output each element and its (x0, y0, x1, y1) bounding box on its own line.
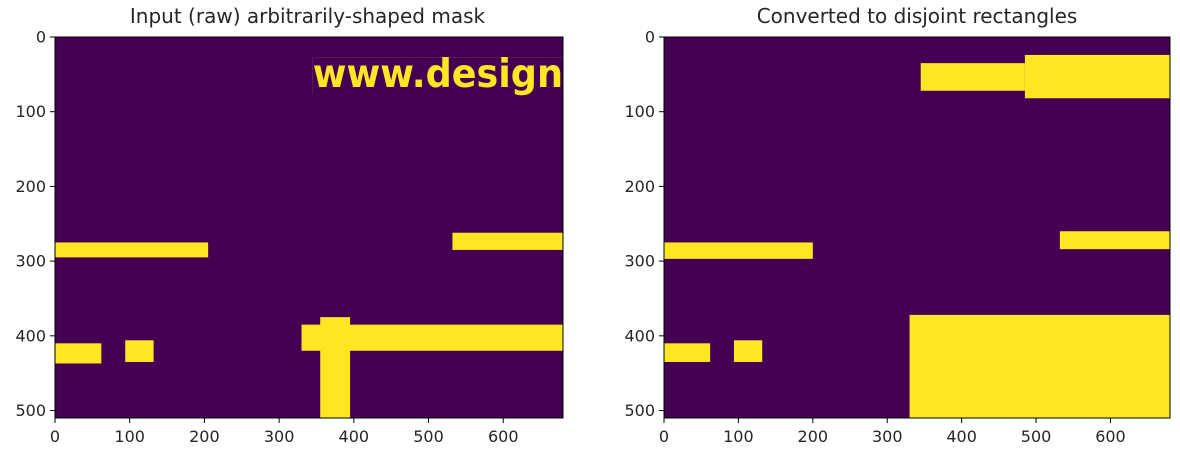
rectangle-7 (909, 314, 1170, 418)
rectangles-panel: Converted to disjoint rectangles 0 100 200… (624, 4, 1171, 446)
x-tick-label: 300 (264, 427, 295, 446)
raw-mask-panel: Input (raw) arbitrarily-shaped mask www.… (15, 4, 564, 446)
rectangle-3 (664, 242, 813, 259)
rectangles-x-ticks: 0 100 200 300 400 500 600 (659, 418, 1126, 446)
x-tick-label: 300 (872, 427, 903, 446)
right-band (452, 232, 563, 250)
y-tick-label: 300 (15, 252, 46, 271)
rectangle-1 (920, 63, 1025, 91)
x-tick-label: 400 (946, 427, 977, 446)
y-tick-label: 0 (36, 28, 46, 47)
rectangle-6 (733, 340, 763, 362)
y-tick-label: 0 (645, 28, 655, 47)
small-blob-left (55, 343, 102, 364)
x-tick-label: 500 (1021, 427, 1052, 446)
rectangle-5 (664, 343, 711, 362)
rectangles-frame (663, 36, 1171, 419)
rectangle-4 (1059, 231, 1170, 250)
y-tick-label: 400 (15, 326, 46, 345)
y-tick-label: 100 (15, 102, 46, 121)
y-tick-label: 500 (624, 401, 655, 420)
vertical-stroke (320, 317, 351, 418)
left-band (55, 242, 209, 258)
small-blob-mid (125, 340, 154, 362)
raw-mask-y-ticks: 0 100 200 300 400 500 (15, 28, 55, 420)
watermark-lettering: www.design (313, 52, 563, 97)
y-tick-label: 400 (624, 326, 655, 345)
x-tick-label: 400 (339, 427, 370, 446)
x-tick-label: 0 (659, 427, 669, 446)
rectangle-2 (1024, 54, 1170, 99)
y-tick-label: 200 (15, 177, 46, 196)
raw-mask-x-ticks: 0 100 200 300 400 500 600 (50, 418, 519, 446)
x-tick-label: 100 (723, 427, 754, 446)
x-tick-label: 500 (413, 427, 444, 446)
x-tick-label: 600 (1095, 427, 1126, 446)
x-tick-label: 200 (798, 427, 829, 446)
x-tick-label: 600 (488, 427, 519, 446)
y-tick-label: 200 (624, 177, 655, 196)
rectangles-y-ticks: 0 100 200 300 400 500 (624, 28, 664, 420)
raw-mask-title: Input (raw) arbitrarily-shaped mask (130, 4, 486, 28)
x-tick-label: 0 (50, 427, 60, 446)
y-tick-label: 100 (624, 102, 655, 121)
watermark-backdrop (312, 57, 563, 95)
raw-mask-regions: www.design (55, 52, 563, 418)
x-tick-label: 100 (114, 427, 145, 446)
rectangles-title: Converted to disjoint rectangles (757, 4, 1078, 28)
y-tick-label: 300 (624, 252, 655, 271)
x-tick-label: 200 (189, 427, 220, 446)
y-tick-label: 500 (15, 401, 46, 420)
rectangles-regions (664, 54, 1170, 418)
raw-mask-frame (54, 36, 564, 419)
